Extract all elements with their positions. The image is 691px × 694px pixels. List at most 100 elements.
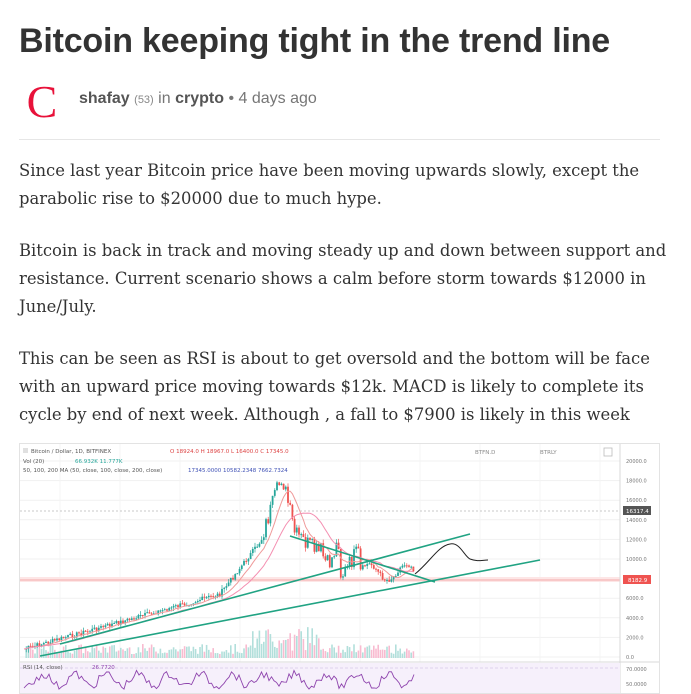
volume-bar	[344, 652, 346, 658]
volume-bar	[80, 644, 82, 658]
top-tag-1: BTFN.D	[475, 450, 495, 456]
candle-body	[342, 576, 344, 578]
candle-body	[67, 635, 69, 638]
volume-bar	[395, 644, 397, 658]
candle-body	[262, 537, 265, 541]
candle-body	[306, 537, 309, 548]
volume-bar	[192, 646, 195, 658]
author-name[interactable]: shafay	[79, 90, 130, 107]
volume-bar	[36, 644, 38, 658]
candle-body	[49, 642, 52, 644]
candle-body	[304, 537, 307, 548]
upper-trend-line	[59, 533, 471, 645]
volume-bar	[62, 646, 65, 658]
volume-bar	[104, 647, 107, 658]
avatar-letter-icon: C	[27, 81, 58, 123]
candle-body	[379, 571, 382, 574]
candle-body	[40, 644, 43, 647]
in-word: in	[158, 90, 171, 107]
candle-body	[249, 553, 252, 560]
category-link[interactable]: crypto	[175, 90, 224, 107]
candle-body	[291, 504, 294, 519]
volume-bar	[183, 646, 186, 658]
rsi-tick-50: 50.0000	[626, 682, 647, 688]
chart-image[interactable]: Bitcoin / Dollar, 1D, BITFINEX O 18924.0…	[19, 443, 660, 694]
price-tick: 14000.0	[626, 518, 647, 524]
volume-bars	[25, 627, 415, 658]
volume-bar	[32, 649, 34, 658]
candle-body	[227, 582, 230, 587]
candle-body	[298, 527, 300, 535]
candle-body	[251, 548, 254, 554]
candle-body	[117, 621, 120, 625]
candle-body	[381, 573, 384, 580]
rsi-label: RSI (14, close)	[23, 665, 63, 671]
volume-bar	[357, 650, 360, 658]
candle-body	[388, 579, 391, 582]
candle-body	[273, 490, 276, 496]
header-divider	[19, 139, 660, 140]
projection-path	[414, 543, 489, 575]
volume-bar	[256, 638, 258, 658]
volume-bar	[175, 649, 177, 658]
volume-bar	[67, 651, 69, 658]
candle-body	[113, 622, 116, 624]
candle-body	[161, 610, 164, 612]
volume-bar	[353, 644, 355, 658]
volume-bar	[263, 641, 265, 658]
candle-body	[148, 612, 151, 614]
candle-body	[115, 621, 118, 623]
collapse-icon[interactable]	[23, 448, 28, 453]
volume-bar	[236, 651, 239, 658]
volume-bar	[315, 634, 318, 658]
volume-bar	[194, 649, 197, 658]
volume-bar	[144, 648, 146, 658]
volume-bar	[373, 645, 375, 658]
author-avatar[interactable]: C	[20, 80, 64, 124]
volume-bar	[91, 646, 93, 658]
volume-bar	[355, 652, 357, 658]
candle-body	[183, 603, 186, 606]
candle-body	[383, 579, 386, 581]
volume-bar	[56, 653, 58, 658]
candle-body	[157, 610, 160, 615]
volume-bar	[271, 641, 274, 658]
candle-body	[344, 567, 347, 577]
post-time[interactable]: 4 days ago	[238, 90, 317, 107]
volume-bar	[111, 645, 113, 658]
candle-body	[38, 643, 41, 647]
volume-bar	[197, 653, 199, 658]
candle-body	[203, 596, 206, 598]
candle-body	[236, 573, 239, 575]
candle-body	[181, 603, 184, 605]
candle-body	[60, 636, 63, 641]
candle-body	[29, 645, 32, 647]
volume-bar	[384, 649, 386, 658]
volume-bar	[155, 651, 157, 658]
volume-bar	[285, 639, 287, 658]
settings-icon[interactable]	[603, 447, 613, 457]
volume-bar	[106, 652, 109, 658]
candle-body	[179, 603, 182, 608]
volume-bar	[375, 648, 377, 658]
volume-bar	[126, 648, 129, 658]
volume-bar	[318, 638, 320, 658]
candle-body	[172, 605, 175, 608]
candle-body	[295, 527, 298, 533]
candle-body	[207, 595, 210, 598]
candle-body	[355, 546, 358, 550]
volume-bar	[238, 652, 241, 658]
volume-bar	[25, 649, 27, 658]
candle-body	[328, 555, 331, 568]
volume-bar	[311, 628, 313, 658]
rsi-tick-70: 70.0000	[626, 667, 647, 673]
candle-body	[194, 602, 197, 604]
candle-body	[218, 593, 221, 597]
volume-bar	[399, 648, 401, 658]
candle-body	[361, 565, 364, 570]
candle-body	[280, 483, 283, 486]
last-price-tag	[623, 575, 651, 584]
volume-bar	[298, 629, 300, 658]
candle-body	[91, 628, 94, 632]
volume-bar	[296, 635, 298, 658]
